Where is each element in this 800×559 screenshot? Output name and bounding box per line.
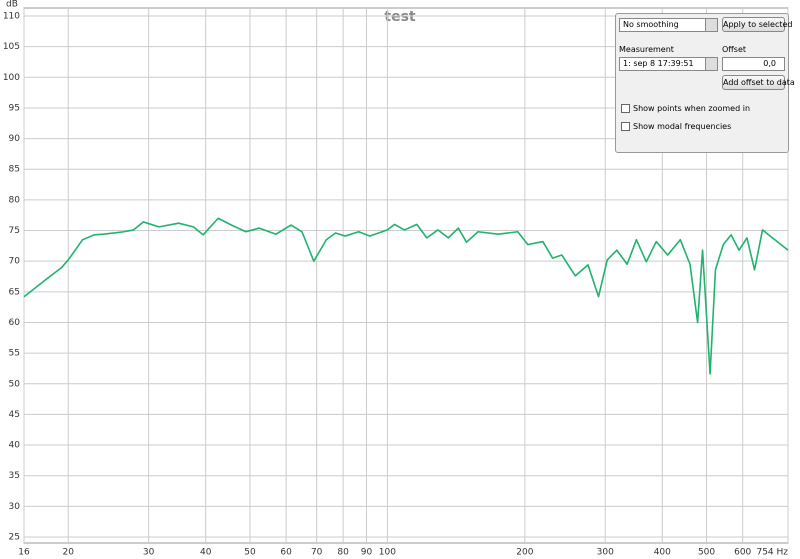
checkbox[interactable] [621,104,630,113]
measurement-label: Measurement [619,45,674,54]
x-tick-label: 500 [698,548,715,558]
x-tick-label: 40 [200,548,212,558]
x-tick-label: 200 [516,548,533,558]
control-panel: No smoothing Apply to selected Measureme… [615,13,795,153]
y-tick-label: 80 [9,195,21,205]
offset-label: Offset [722,45,747,54]
y-tick-label: 45 [9,410,20,420]
y-tick-label: 60 [9,318,21,328]
checkbox[interactable] [621,122,630,131]
y-tick-label: 105 [3,42,20,52]
x-tick-label: 90 [361,548,373,558]
y-tick-label: 70 [9,257,21,267]
y-axis-label: dB [6,0,18,10]
x-tick-label: 16 [18,548,30,558]
y-tick-label: 30 [9,502,21,512]
y-tick-label: 55 [9,349,20,359]
y-tick-label: 90 [9,134,21,144]
smoothing-select[interactable]: No smoothing [619,18,718,32]
add-offset-button[interactable]: Add offset to data [722,75,795,90]
measurement-select[interactable]: 1: sep 8 17:39:51 [619,57,718,71]
x-tick-label: 50 [244,548,256,558]
x-tick-label: 80 [337,548,349,558]
y-tick-label: 110 [3,12,20,22]
offset-input[interactable]: 0,0 [722,57,785,71]
x-tick-label: 754 Hz [756,548,788,558]
y-tick-label: 25 [9,533,20,543]
y-tick-label: 75 [9,226,20,236]
x-tick-label: 70 [311,548,323,558]
y-tick-label: 35 [9,471,20,481]
x-tick-label: 100 [379,548,396,558]
x-tick-label: 30 [143,548,155,558]
y-tick-label: 95 [9,103,20,113]
y-tick-label: 100 [3,73,20,83]
y-tick-label: 85 [9,165,20,175]
y-tick-label: 50 [9,379,21,389]
x-tick-label: 600 [734,548,751,558]
x-tick-label: 60 [280,548,292,558]
apply-button[interactable]: Apply to selected [722,17,792,32]
data-line [23,217,789,375]
x-tick-label: 400 [654,548,671,558]
checkbox-label: Show modal frequencies [633,122,732,131]
y-tick-label: 65 [9,287,20,297]
x-tick-label: 20 [63,548,75,558]
chart-title: test [384,9,416,25]
y-tick-label: 40 [9,441,21,451]
x-tick-label: 300 [597,548,614,558]
checkbox-label: Show points when zoomed in [633,104,751,113]
